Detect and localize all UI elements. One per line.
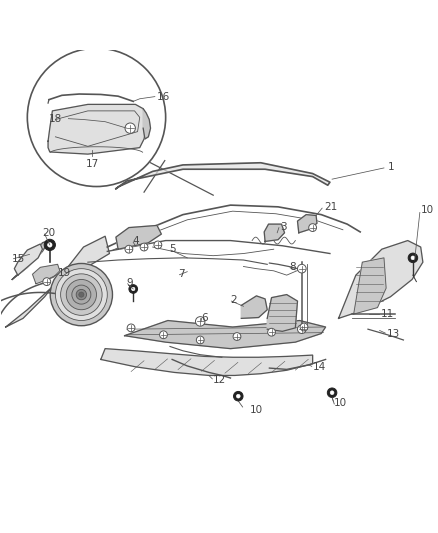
Circle shape bbox=[309, 224, 317, 231]
Text: 10: 10 bbox=[250, 405, 263, 415]
Text: 10: 10 bbox=[421, 205, 434, 215]
Circle shape bbox=[140, 243, 148, 251]
Circle shape bbox=[237, 394, 240, 398]
Text: 7: 7 bbox=[178, 269, 184, 279]
Text: 13: 13 bbox=[387, 328, 400, 338]
Polygon shape bbox=[297, 215, 317, 233]
Polygon shape bbox=[264, 224, 285, 241]
Text: 19: 19 bbox=[57, 268, 71, 278]
Text: 1: 1 bbox=[388, 162, 395, 172]
Circle shape bbox=[125, 123, 135, 133]
Circle shape bbox=[125, 245, 133, 253]
Text: 20: 20 bbox=[42, 228, 56, 238]
Circle shape bbox=[300, 323, 308, 331]
Polygon shape bbox=[143, 109, 151, 139]
Circle shape bbox=[60, 274, 102, 316]
Circle shape bbox=[48, 243, 52, 247]
Polygon shape bbox=[124, 320, 325, 349]
Text: 16: 16 bbox=[157, 92, 170, 102]
Text: 9: 9 bbox=[127, 278, 134, 288]
Polygon shape bbox=[354, 258, 386, 314]
Circle shape bbox=[233, 333, 241, 341]
Polygon shape bbox=[116, 225, 161, 249]
Circle shape bbox=[411, 256, 415, 260]
Circle shape bbox=[330, 391, 334, 394]
Circle shape bbox=[195, 317, 205, 326]
Polygon shape bbox=[48, 104, 146, 154]
Text: 11: 11 bbox=[381, 309, 394, 319]
Text: 14: 14 bbox=[313, 362, 326, 372]
Text: 8: 8 bbox=[289, 262, 296, 272]
Polygon shape bbox=[12, 240, 49, 279]
Text: 3: 3 bbox=[280, 222, 287, 232]
Circle shape bbox=[72, 285, 91, 304]
Circle shape bbox=[44, 239, 56, 251]
Polygon shape bbox=[14, 244, 42, 275]
Polygon shape bbox=[241, 296, 267, 318]
Text: 18: 18 bbox=[49, 114, 62, 124]
Text: 6: 6 bbox=[201, 312, 208, 322]
Text: 5: 5 bbox=[169, 244, 176, 254]
Circle shape bbox=[27, 48, 166, 187]
Text: 21: 21 bbox=[325, 202, 338, 212]
Circle shape bbox=[154, 241, 162, 249]
Circle shape bbox=[127, 324, 135, 332]
Circle shape bbox=[66, 279, 96, 310]
Text: 2: 2 bbox=[230, 295, 237, 305]
Circle shape bbox=[79, 292, 84, 297]
Circle shape bbox=[408, 253, 418, 263]
Circle shape bbox=[233, 391, 243, 401]
Circle shape bbox=[50, 263, 113, 326]
Text: 15: 15 bbox=[12, 254, 25, 264]
Circle shape bbox=[196, 336, 204, 344]
Polygon shape bbox=[267, 295, 297, 332]
Text: 17: 17 bbox=[85, 159, 99, 169]
Circle shape bbox=[268, 328, 276, 336]
Text: 10: 10 bbox=[333, 398, 346, 408]
Polygon shape bbox=[6, 236, 110, 327]
Polygon shape bbox=[339, 240, 423, 318]
Circle shape bbox=[131, 287, 135, 290]
Polygon shape bbox=[101, 349, 313, 375]
Polygon shape bbox=[32, 264, 60, 284]
Circle shape bbox=[129, 285, 138, 293]
Text: 4: 4 bbox=[132, 237, 138, 246]
Circle shape bbox=[159, 331, 167, 338]
Text: 12: 12 bbox=[213, 375, 226, 385]
Circle shape bbox=[297, 325, 306, 334]
Circle shape bbox=[43, 278, 51, 286]
Polygon shape bbox=[116, 163, 330, 189]
Circle shape bbox=[76, 289, 87, 300]
Circle shape bbox=[56, 269, 107, 320]
Circle shape bbox=[327, 388, 337, 398]
Circle shape bbox=[297, 264, 306, 273]
